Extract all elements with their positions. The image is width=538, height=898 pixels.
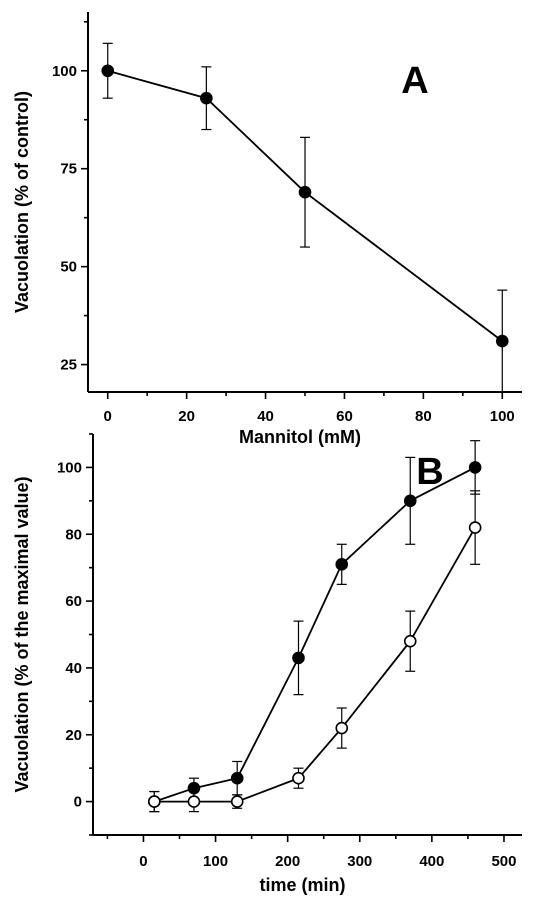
data-point	[468, 521, 482, 534]
y-axis-title: Vacuolation (% of the maximal value)	[12, 476, 32, 792]
y-axis-title: Vacuolation (% of control)	[12, 91, 32, 313]
data-point	[292, 651, 305, 665]
data-point	[230, 771, 244, 785]
panel-a-chart: 25 50 75 100 0 20 40 60 80 100 Mannitol (mM) Vacuol…	[12, 12, 522, 447]
data-point	[292, 771, 305, 785]
y-tick-label: 100	[52, 63, 77, 80]
x-tick-label: 500	[491, 853, 516, 870]
y-tick-label: 60	[65, 593, 82, 610]
y-tick-label: 75	[60, 161, 77, 178]
data-point	[187, 795, 201, 808]
x-tick-label: 100	[490, 408, 515, 425]
y-tick-label: 100	[57, 459, 82, 476]
data-point	[230, 795, 244, 808]
y-tick-label: 80	[65, 526, 82, 543]
x-tick-label: 40	[257, 408, 274, 425]
y-tick-label: 40	[65, 660, 82, 677]
y-tick-label: 0	[74, 794, 82, 811]
y-tick-label: 50	[60, 259, 77, 276]
data-point	[403, 494, 417, 508]
y-tick-label: 25	[60, 357, 77, 374]
data-point	[101, 64, 115, 78]
data-point	[200, 91, 213, 105]
x-tick-label: 300	[347, 853, 372, 870]
x-tick-label: 400	[419, 853, 444, 870]
data-point	[468, 461, 482, 474]
series-1-line	[154, 466, 476, 803]
panel-b-chart: 0 20 40 60 80 100 0 100 200 300 400 500 time (min) Va…	[12, 433, 522, 895]
series-2-line	[154, 527, 476, 803]
x-tick-label: 60	[336, 408, 353, 425]
panel-label: B	[416, 451, 443, 493]
x-tick-label: 20	[178, 408, 195, 425]
x-tick-label: 200	[275, 853, 300, 870]
series-1-line	[107, 69, 503, 342]
data-point	[147, 795, 161, 808]
x-tick-label: 100	[203, 853, 228, 870]
x-axis-title: time (min)	[259, 875, 345, 895]
data-point	[298, 185, 312, 199]
data-point	[335, 721, 349, 735]
data-point	[335, 558, 349, 571]
data-point	[403, 634, 417, 648]
y-tick-label: 20	[65, 727, 82, 744]
x-tick-label: 0	[104, 408, 112, 425]
x-axis-title: Mannitol (mM)	[239, 427, 361, 447]
x-tick-label: 80	[415, 408, 432, 425]
x-tick-label: 0	[139, 853, 147, 870]
data-point	[495, 334, 509, 348]
panel-label: A	[401, 60, 428, 102]
